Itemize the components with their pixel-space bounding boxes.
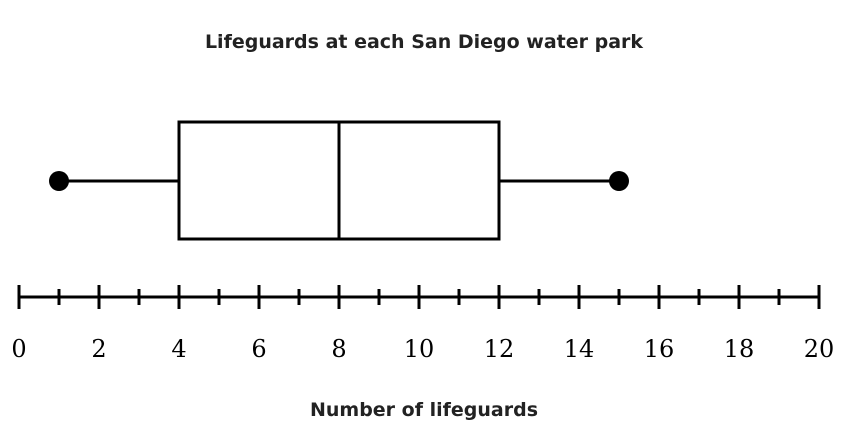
x-tick-label: 0	[11, 335, 26, 363]
min-point	[49, 171, 69, 191]
x-tick-label: 20	[804, 335, 835, 363]
x-tick-label: 18	[724, 335, 755, 363]
x-tick-label: 14	[564, 335, 595, 363]
x-tick-label: 2	[91, 335, 106, 363]
max-point	[609, 171, 629, 191]
x-axis-label: Number of lifeguards	[310, 399, 538, 421]
x-tick-label: 6	[251, 335, 266, 363]
x-tick-label: 4	[171, 335, 186, 363]
x-tick-label: 16	[644, 335, 675, 363]
chart-title: Lifeguards at each San Diego water park	[205, 31, 643, 53]
x-tick-label: 10	[404, 335, 435, 363]
x-tick-label: 8	[331, 335, 346, 363]
x-tick-label: 12	[484, 335, 515, 363]
